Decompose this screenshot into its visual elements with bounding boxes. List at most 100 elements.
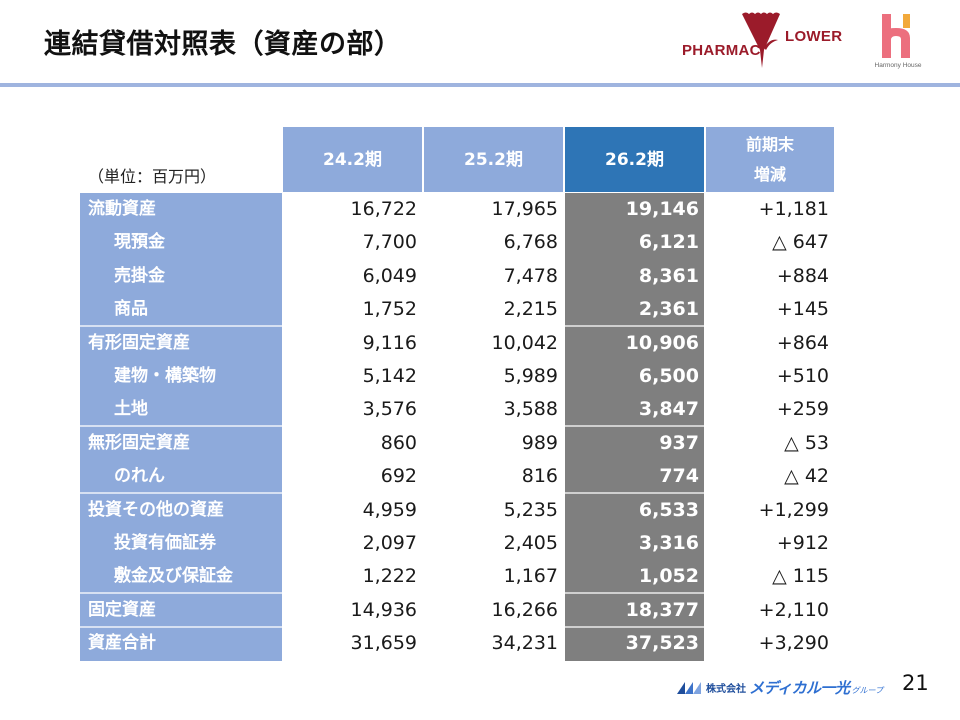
table-row-current-assets: 流動資産 16,722 17,965 19,146 +1,181: [80, 193, 834, 226]
group-separator: [80, 626, 282, 628]
value-change: +510: [776, 365, 829, 387]
table-row-investment-securities: 投資有価証券 2,097 2,405 3,316 +912: [80, 527, 834, 560]
group-separator: [565, 492, 704, 494]
value-change: +912: [776, 532, 829, 554]
value-fy25: 989: [521, 431, 558, 454]
value-fy24: 860: [380, 431, 417, 454]
group-separator: [565, 425, 704, 427]
value-fy25: 6,768: [503, 231, 558, 254]
value-fy26: 1,052: [638, 565, 699, 588]
harmony-h-icon: [882, 14, 910, 58]
value-fy25: 2,405: [503, 532, 558, 554]
row-label: 敷金及び保証金: [114, 566, 233, 587]
group-separator: [565, 592, 704, 594]
table-row-total-assets: 資産合計 31,659 34,231 37,523 +3,290: [80, 627, 834, 660]
column-header-change-line2: 増減: [753, 164, 786, 184]
table-row-fixed-assets: 固定資産 14,936 16,266 18,377 +2,110: [80, 594, 834, 627]
row-label: 流動資産: [88, 199, 156, 219]
value-fy26: 3,847: [638, 398, 699, 421]
table-row-receivables: 売掛金 6,049 7,478 8,361 +884: [80, 260, 834, 293]
value-fy25: 17,965: [491, 198, 558, 220]
value-fy26: 2,361: [638, 298, 699, 321]
table-row-tangible-fixed-assets: 有形固定資産 9,116 10,042 10,906 +864: [80, 327, 834, 360]
footer-group-text: グループ: [851, 685, 883, 695]
value-fy26: 6,500: [638, 365, 699, 387]
value-fy25: 7,478: [503, 264, 558, 287]
value-fy25: 5,235: [503, 498, 558, 521]
row-label: 資産合計: [88, 633, 156, 654]
footer-corp-text: 株式会社: [706, 683, 746, 695]
row-label: 投資有価証券: [114, 533, 216, 553]
value-fy26: 3,316: [638, 532, 699, 554]
value-change: +145: [776, 298, 829, 321]
value-fy24: 9,116: [362, 331, 417, 354]
label-column-background: [80, 193, 282, 661]
pharmac-logo-text-left: PHARMAC: [682, 42, 761, 59]
harmony-house-text: Harmony House: [874, 62, 922, 69]
table-row-intangible-fixed-assets: 無形固定資産 860 989 937 △ 53: [80, 427, 834, 460]
row-label: 無形固定資産: [88, 432, 190, 453]
value-fy25: 1,167: [503, 565, 558, 588]
table-row-goodwill: のれん 692 816 774 △ 42: [80, 460, 834, 493]
row-label: 土地: [114, 399, 148, 420]
value-fy26: 937: [659, 431, 699, 454]
value-fy24: 1,752: [362, 298, 417, 321]
value-fy25: 3,588: [503, 398, 558, 421]
value-fy24: 14,936: [350, 598, 417, 621]
table-row-land: 土地 3,576 3,588 3,847 +259: [80, 393, 834, 426]
value-fy26: 18,377: [625, 598, 699, 621]
value-fy26: 8,361: [638, 264, 699, 287]
value-fy26: 6,121: [638, 231, 699, 254]
group-separator: [80, 492, 282, 494]
table-row-deposits-guarantees: 敷金及び保証金 1,222 1,167 1,052 △ 115: [80, 560, 834, 593]
value-fy24: 31,659: [350, 632, 417, 655]
value-change: +884: [776, 264, 829, 287]
value-fy24: 4,959: [362, 498, 417, 521]
value-change: +2,110: [758, 598, 829, 621]
value-fy24: 2,097: [362, 532, 417, 554]
column-header-change: 前期末 増減: [706, 127, 834, 192]
value-change: +864: [776, 331, 829, 354]
value-change: +1,181: [758, 198, 829, 220]
slide-title: 連結貸借対照表（資産の部）: [44, 29, 402, 60]
footer-brand-text: メディカル一光: [749, 678, 850, 697]
column-header-fy24: 24.2期: [283, 127, 422, 192]
value-fy25: 5,989: [503, 365, 558, 387]
value-fy25: 10,042: [491, 331, 558, 354]
value-fy24: 3,576: [362, 398, 417, 421]
flower-icon: [742, 12, 780, 68]
value-fy24: 1,222: [362, 565, 417, 588]
table-row-investments-other-assets: 投資その他の資産 4,959 5,235 6,533 +1,299: [80, 494, 834, 527]
harmony-house-logo: Harmony House: [860, 12, 940, 74]
row-label: のれん: [114, 466, 165, 487]
mountain-icon: [677, 682, 701, 694]
value-change: +1,299: [758, 498, 829, 521]
pharmac-logo-text-right: LOWER: [785, 28, 843, 45]
value-fy26: 774: [659, 465, 699, 488]
value-fy25: 34,231: [491, 632, 558, 655]
footer-company-logo: 株式会社 メディカル一光 グループ: [677, 676, 883, 698]
table-row-buildings: 建物・構築物 5,142 5,989 6,500 +510: [80, 360, 834, 393]
group-separator: [80, 325, 282, 327]
value-change: △ 115: [772, 565, 829, 588]
title-divider: [0, 83, 960, 87]
row-label: 投資その他の資産: [88, 499, 224, 520]
current-period-column-background: [565, 193, 704, 661]
value-fy25: 2,215: [503, 298, 558, 321]
table-row-cash: 現預金 7,700 6,768 6,121 △ 647: [80, 226, 834, 259]
row-label: 売掛金: [114, 265, 165, 286]
value-fy24: 7,700: [362, 231, 417, 254]
column-header-change-line1: 前期末: [745, 134, 794, 154]
row-label: 現預金: [114, 232, 165, 253]
column-header-fy25: 25.2期: [424, 127, 563, 192]
value-fy26: 10,906: [625, 331, 699, 354]
value-change: △ 647: [772, 231, 829, 254]
row-label: 商品: [114, 299, 148, 320]
row-label: 有形固定資産: [88, 332, 190, 353]
column-header-fy26: 26.2期: [565, 127, 704, 192]
value-fy25: 816: [521, 465, 558, 488]
unit-label: （単位：百万円）: [88, 167, 217, 186]
value-fy24: 5,142: [362, 365, 417, 387]
value-change: +3,290: [758, 632, 829, 655]
group-separator: [80, 592, 282, 594]
